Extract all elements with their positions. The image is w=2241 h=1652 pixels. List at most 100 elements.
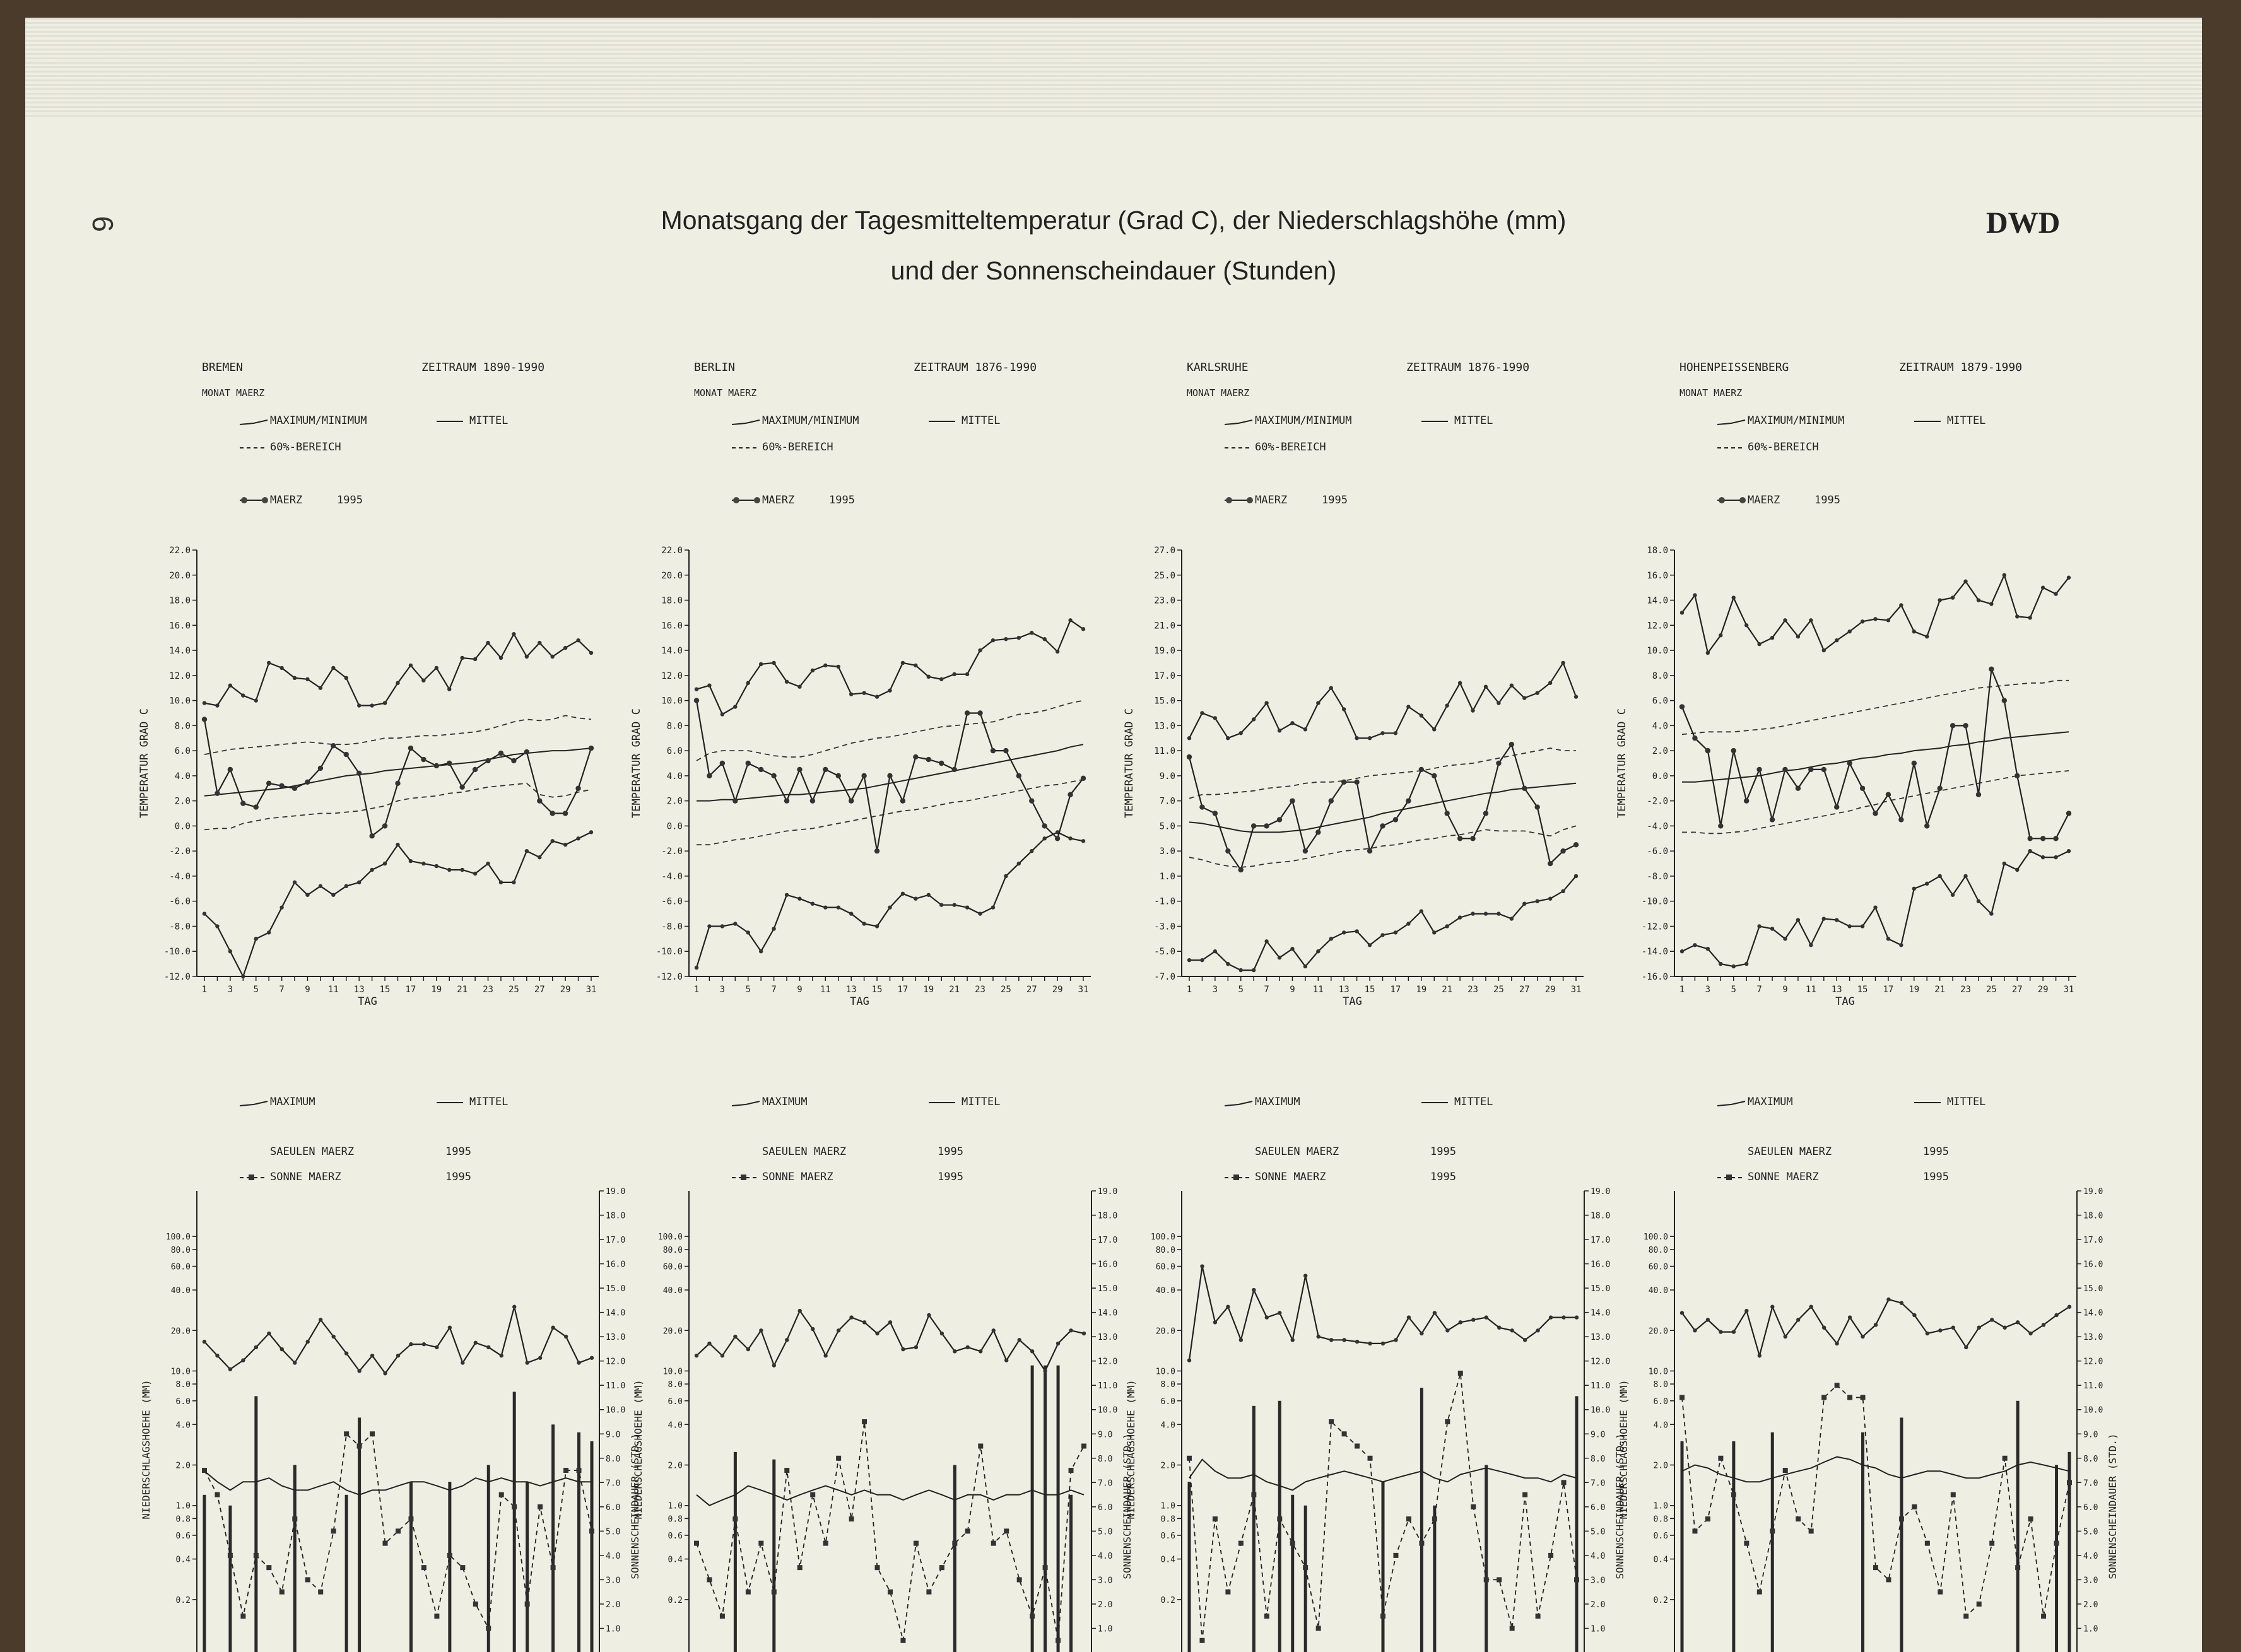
precip-bar [1303,1505,1307,1652]
data-point-extreme [396,681,400,685]
data-point-1995 [1731,747,1736,754]
y-tick-label-left: 0.4 [1654,1555,1669,1565]
precip-bar [577,1432,581,1652]
y-tick-label: 6.0 [667,746,683,756]
x-tick-label: 5 [254,985,259,995]
y-tick-label: 13.0 [1154,721,1175,731]
data-point-extreme [862,922,866,926]
y-tick-label-left: 8.0 [668,1380,683,1390]
y-tick-label-right: 9.0 [606,1430,620,1439]
x-tick-label: 21 [1934,985,1945,995]
y-tick-label: 4.0 [175,771,191,782]
y-tick-label-left: 0.6 [1161,1532,1175,1541]
data-point-extreme [849,692,854,696]
sunshine-point [279,1589,285,1595]
y-tick-label-left: 6.0 [1161,1397,1175,1407]
y-tick-label: 1.0 [1160,872,1175,882]
month-label: MONAT MAERZ [202,387,264,399]
sunshine-point [1445,1419,1450,1424]
precip-max-point [254,1345,259,1350]
sunshine-point [1705,1516,1710,1522]
y-tick-label: 8.0 [1652,671,1668,681]
precip-max-point [1938,1328,1943,1333]
y-tick-label: -8.0 [661,922,683,932]
data-point-1995 [707,773,712,779]
data-point-1995 [887,773,893,779]
data-point-1995 [472,766,478,773]
y-tick-label-right: 18.0 [606,1212,625,1221]
precip-bar [512,1391,516,1652]
precip-max-point [241,1358,245,1362]
y-tick-label: -6.0 [169,897,191,907]
precip-max-point [979,1349,983,1354]
sunshine-point [576,1468,582,1473]
precip-max-point [746,1347,751,1352]
precip-bar [448,1482,452,1652]
data-point-extreme [1950,595,1955,600]
y-axis-title-right: SONNENSCHEINDAUER (STD.) [2107,1433,2119,1579]
y-axis-title-right: SONNENSCHEINDAUER (STD.) [629,1433,641,1579]
data-point-extreme [1200,711,1204,715]
precip-bar [254,1396,258,1652]
y-tick-label: -10.0 [1642,897,1668,907]
x-axis-title: TAG [1835,995,1855,1008]
y-tick-label-right: 12.0 [2083,1357,2103,1367]
sunshine-point [784,1468,790,1473]
data-point-extreme [512,632,516,636]
precip-bar [1770,1432,1774,1652]
y-tick-label: 8.0 [175,721,191,731]
y-tick-label: 12.0 [661,671,683,681]
precip-max-point [1303,1274,1308,1278]
sunshine-point [991,1540,996,1546]
data-point-extreme [1679,611,1685,615]
y-tick-label: 2.0 [1652,746,1668,756]
data-point-1995 [1847,760,1852,766]
data-point-extreme [1393,930,1398,935]
legend-bars-label: SAEULEN MAERZ [270,1145,354,1158]
data-point-extreme [1783,937,1787,941]
x-tick-label: 13 [354,985,365,995]
y-tick-label-right: 12.0 [606,1357,625,1367]
x-tick-label: 23 [975,985,985,995]
precip-max-point [1329,1338,1334,1342]
legend-maximum-line [239,1101,268,1106]
y-tick-label-right: 13.0 [606,1333,625,1342]
data-point-extreme [382,861,387,866]
sunshine-point [1419,1540,1425,1546]
y-tick-label-left: 1.0 [1161,1502,1175,1511]
y-tick-label: -12.0 [164,972,191,982]
data-point-1995 [369,833,375,839]
data-point-extreme [1030,631,1034,635]
x-tick-label: 5 [1731,985,1736,995]
data-point-extreme [965,905,970,910]
precip-max-point [953,1349,957,1354]
data-point-extreme [1860,924,1865,929]
legend-sun-marker [1233,1175,1239,1180]
legend-bereich-label: 60%-BEREICH [1748,441,1819,454]
y-tick-label: -3.0 [1154,922,1175,932]
y-tick-label-right: 1.0 [606,1624,620,1634]
precip-max-point [1017,1338,1021,1342]
series-range-line [204,782,592,831]
series-mean-line [1189,782,1577,833]
precip-bar [953,1465,956,1652]
charts-canvas: BREMEN ZEITRAUM 1890-1990 MONAT MAERZ MAXIM… [138,361,2119,1652]
series-range-line [1682,770,2069,835]
series-1995-line [1188,742,1577,872]
data-point-1995 [719,760,726,766]
x-tick-label: 25 [1493,985,1504,995]
data-point-extreme [1925,634,1929,639]
y-axis-title-left: NIEDERSCHLAGSHOEHE (MM) [1125,1380,1137,1520]
y-tick-label-right: 19.0 [2083,1187,2103,1197]
data-point-extreme [215,924,220,929]
data-point-extreme [2015,614,2020,619]
precip-max-point [1562,1315,1566,1320]
data-point-1995 [1743,798,1750,804]
data-point-extreme [1342,930,1346,935]
y-tick-label-left: 0.8 [1161,1514,1175,1524]
data-point-1995 [964,710,970,716]
y-tick-label-left: 80.0 [171,1246,191,1255]
sunshine-point [913,1540,919,1546]
data-point-extreme [524,848,529,853]
sunshine-point [421,1565,426,1571]
